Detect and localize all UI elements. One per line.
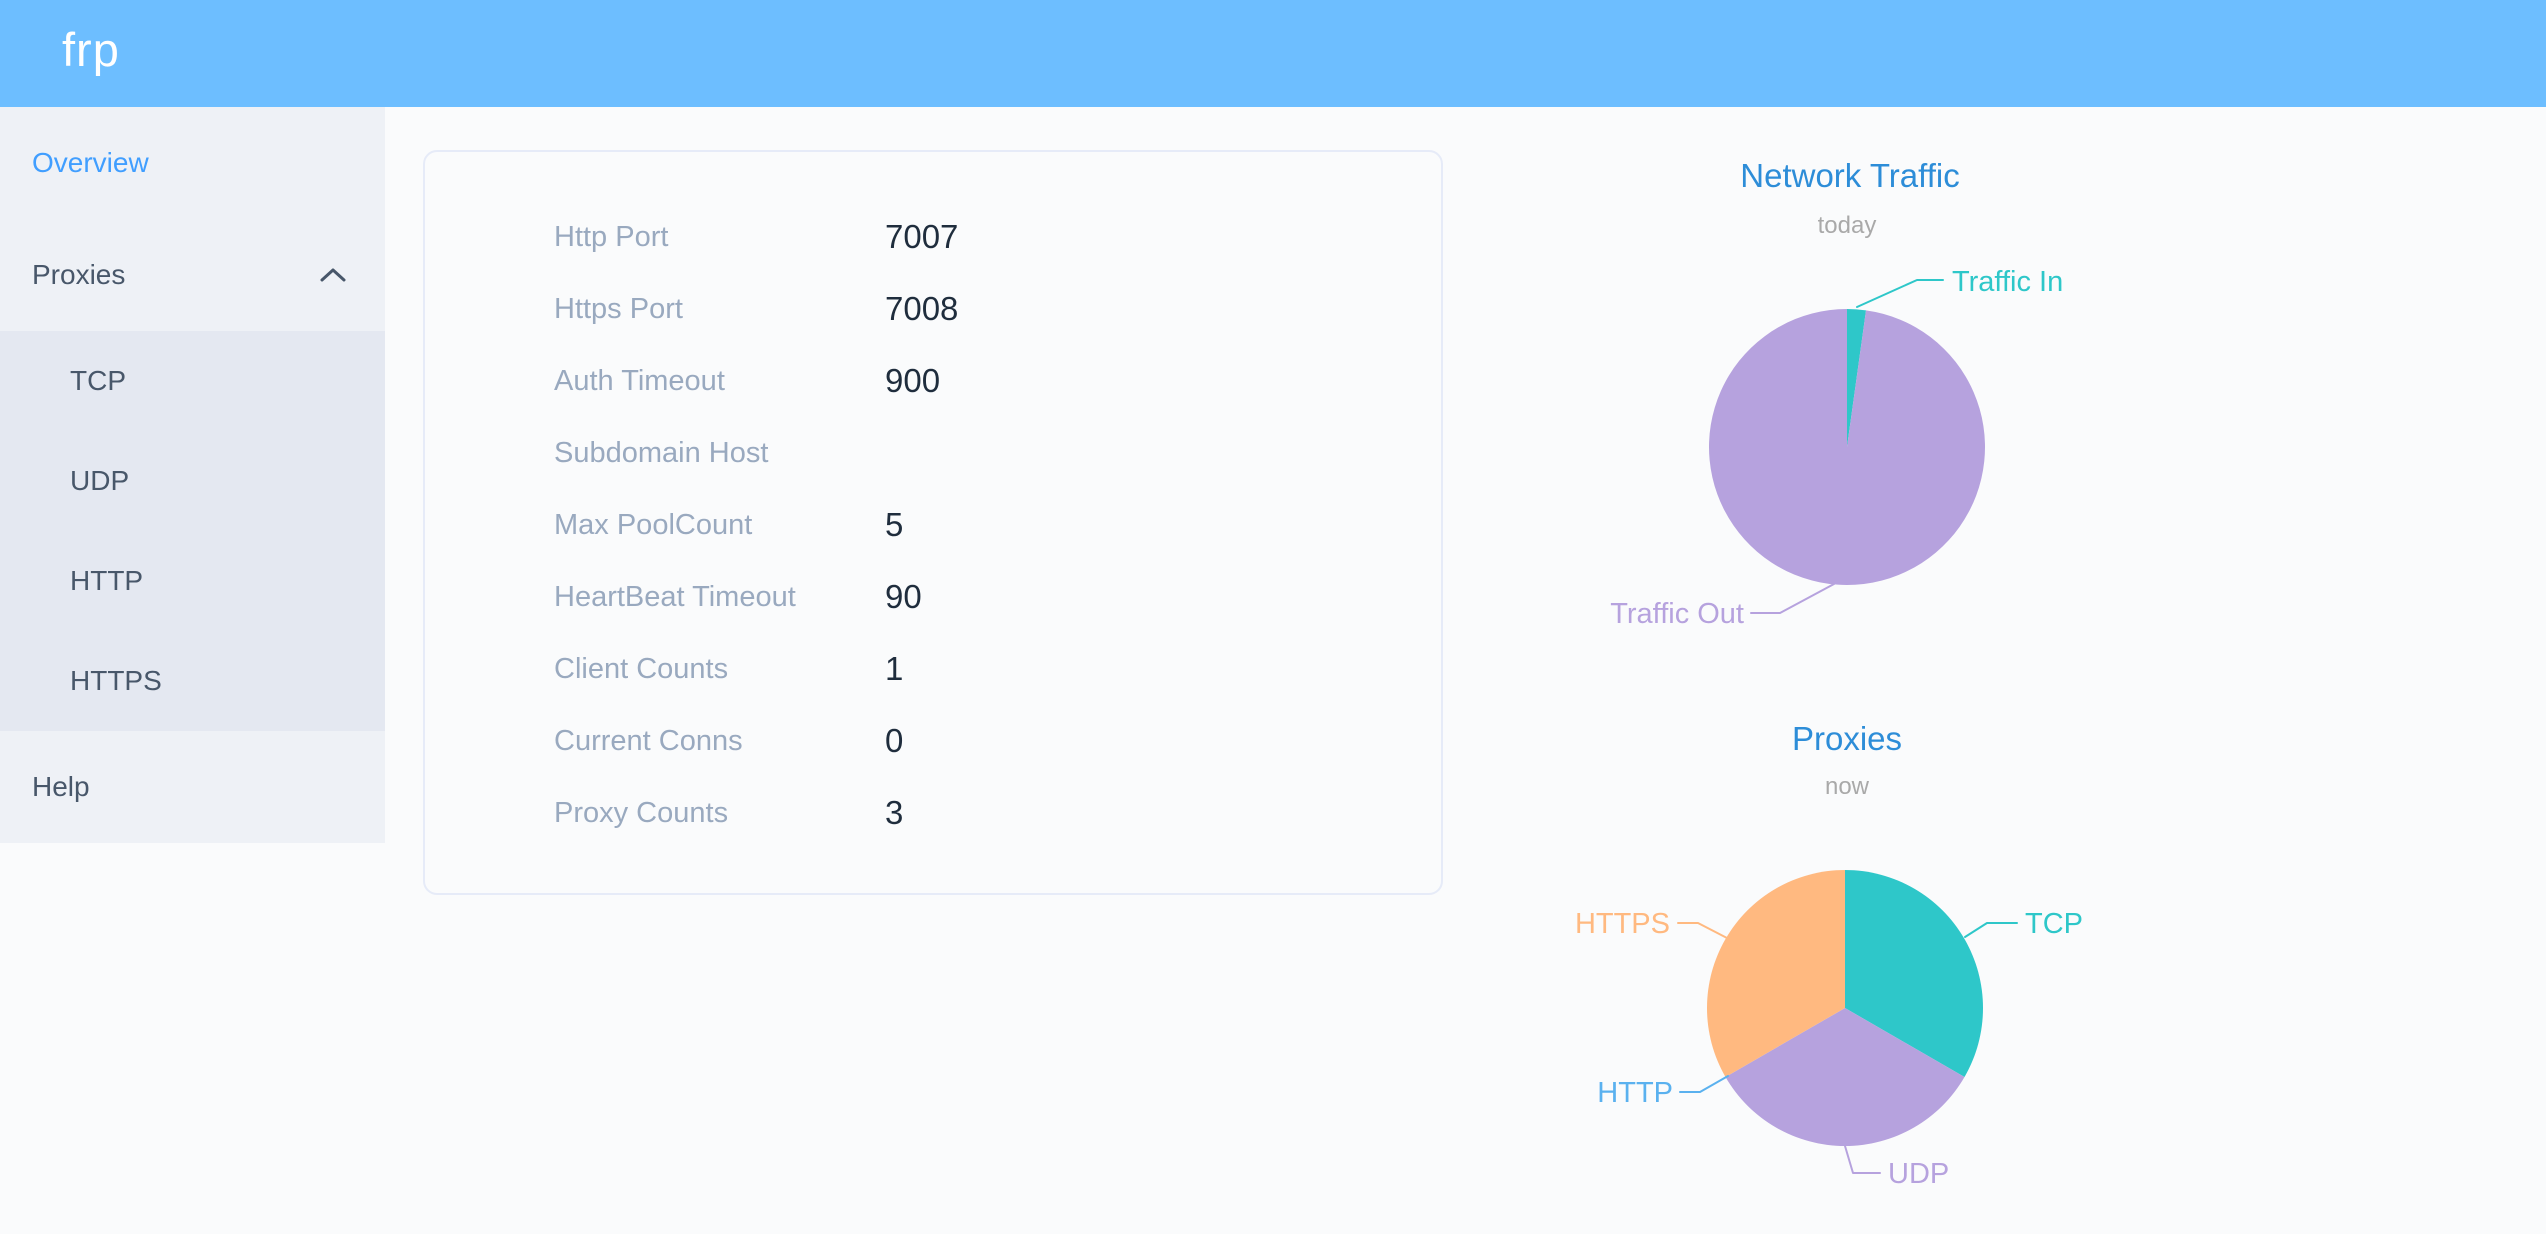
udp-slice[interactable] bbox=[1725, 1008, 1965, 1146]
sidebar-item-https[interactable]: HTTPS bbox=[0, 631, 385, 731]
sidebar-item-http[interactable]: HTTP bbox=[0, 531, 385, 631]
chart-title: Network Traffic bbox=[1740, 157, 1959, 194]
config-value: 90 bbox=[885, 578, 922, 615]
chart-subtitle: today bbox=[1818, 212, 1877, 239]
network-traffic-chart: Network Traffic today Traffic In Traffic… bbox=[1610, 157, 2063, 630]
traffic-in-leader-line bbox=[1856, 279, 1944, 308]
config-row: Max PoolCount 5 bbox=[425, 489, 1441, 561]
tcp-slice[interactable] bbox=[1845, 870, 1983, 1077]
config-label: Http Port bbox=[554, 220, 669, 253]
config-label: Proxy Counts bbox=[554, 796, 729, 829]
server-config-card: Http Port 7007 Https Port 7008 Auth Time… bbox=[423, 150, 1443, 895]
traffic-in-slice[interactable] bbox=[1847, 309, 1867, 447]
config-value: 7008 bbox=[885, 290, 959, 327]
tcp-label: TCP bbox=[2025, 908, 2083, 940]
config-row: Https Port 7008 bbox=[425, 273, 1441, 345]
https-leader-line bbox=[1677, 922, 1728, 939]
config-label: Max PoolCount bbox=[554, 508, 753, 541]
traffic-out-slice[interactable] bbox=[1708, 309, 1985, 585]
proxies-submenu: TCP UDP HTTP HTTPS bbox=[0, 331, 385, 731]
udp-leader-line bbox=[1844, 1145, 1881, 1174]
sidebar: Overview Proxies TCP UDP HTTP HTTPS Help bbox=[0, 107, 385, 843]
sidebar-item-label: Help bbox=[32, 771, 90, 802]
sidebar-item-label: Proxies bbox=[32, 259, 126, 290]
sidebar-item-label: UDP bbox=[70, 465, 130, 496]
app-logo: frp bbox=[62, 23, 120, 76]
traffic-out-leader-line bbox=[1750, 583, 1835, 614]
config-label: Https Port bbox=[554, 292, 683, 325]
config-row: Current Conns 0 bbox=[425, 705, 1441, 777]
config-label: Current Conns bbox=[554, 724, 743, 757]
http-leader-line bbox=[1679, 1075, 1729, 1093]
config-label: Subdomain Host bbox=[554, 436, 769, 469]
sidebar-item-help[interactable]: Help bbox=[0, 731, 385, 843]
app-header: frp bbox=[0, 0, 2546, 107]
config-row: Proxy Counts 3 bbox=[425, 777, 1441, 849]
sidebar-item-label: Overview bbox=[32, 147, 149, 178]
config-label: HeartBeat Timeout bbox=[554, 580, 796, 613]
config-value: 1 bbox=[885, 650, 904, 687]
network-traffic-pie[interactable] bbox=[1708, 309, 1985, 585]
config-value: 0 bbox=[885, 722, 904, 759]
https-label: HTTPS bbox=[1575, 908, 1670, 940]
config-value: 3 bbox=[885, 794, 904, 831]
config-row: Subdomain Host bbox=[425, 417, 1441, 489]
config-label: Auth Timeout bbox=[554, 364, 725, 397]
tcp-leader-line bbox=[1964, 922, 2018, 938]
sidebar-item-proxies[interactable]: Proxies bbox=[0, 219, 385, 331]
udp-label: UDP bbox=[1888, 1158, 1949, 1190]
traffic-out-label: Traffic Out bbox=[1610, 598, 1744, 630]
sidebar-item-tcp[interactable]: TCP bbox=[0, 331, 385, 431]
sidebar-item-overview[interactable]: Overview bbox=[0, 107, 385, 219]
chart-subtitle: now bbox=[1825, 773, 1870, 800]
sidebar-item-label: HTTPS bbox=[70, 665, 162, 696]
sidebar-item-udp[interactable]: UDP bbox=[0, 431, 385, 531]
config-row: Http Port 7007 bbox=[425, 201, 1441, 273]
chart-title: Proxies bbox=[1792, 720, 1902, 757]
sidebar-item-label: HTTP bbox=[70, 565, 144, 596]
config-value: 5 bbox=[885, 506, 904, 543]
config-row: Client Counts 1 bbox=[425, 633, 1441, 705]
config-value: 7007 bbox=[885, 218, 959, 255]
chevron-up-icon bbox=[320, 268, 346, 282]
proxies-chart: Proxies now TCP UDP HTTP HTTPS bbox=[1575, 720, 2083, 1190]
https-slice[interactable] bbox=[1707, 870, 1845, 1077]
config-row: Auth Timeout 900 bbox=[425, 345, 1441, 417]
sidebar-item-label: TCP bbox=[70, 365, 126, 396]
http-label: HTTP bbox=[1597, 1077, 1673, 1109]
config-row: HeartBeat Timeout 90 bbox=[425, 561, 1441, 633]
config-label: Client Counts bbox=[554, 652, 729, 685]
config-value: 900 bbox=[885, 362, 941, 399]
proxies-pie[interactable] bbox=[1707, 870, 1983, 1146]
traffic-in-label: Traffic In bbox=[1952, 266, 2063, 298]
